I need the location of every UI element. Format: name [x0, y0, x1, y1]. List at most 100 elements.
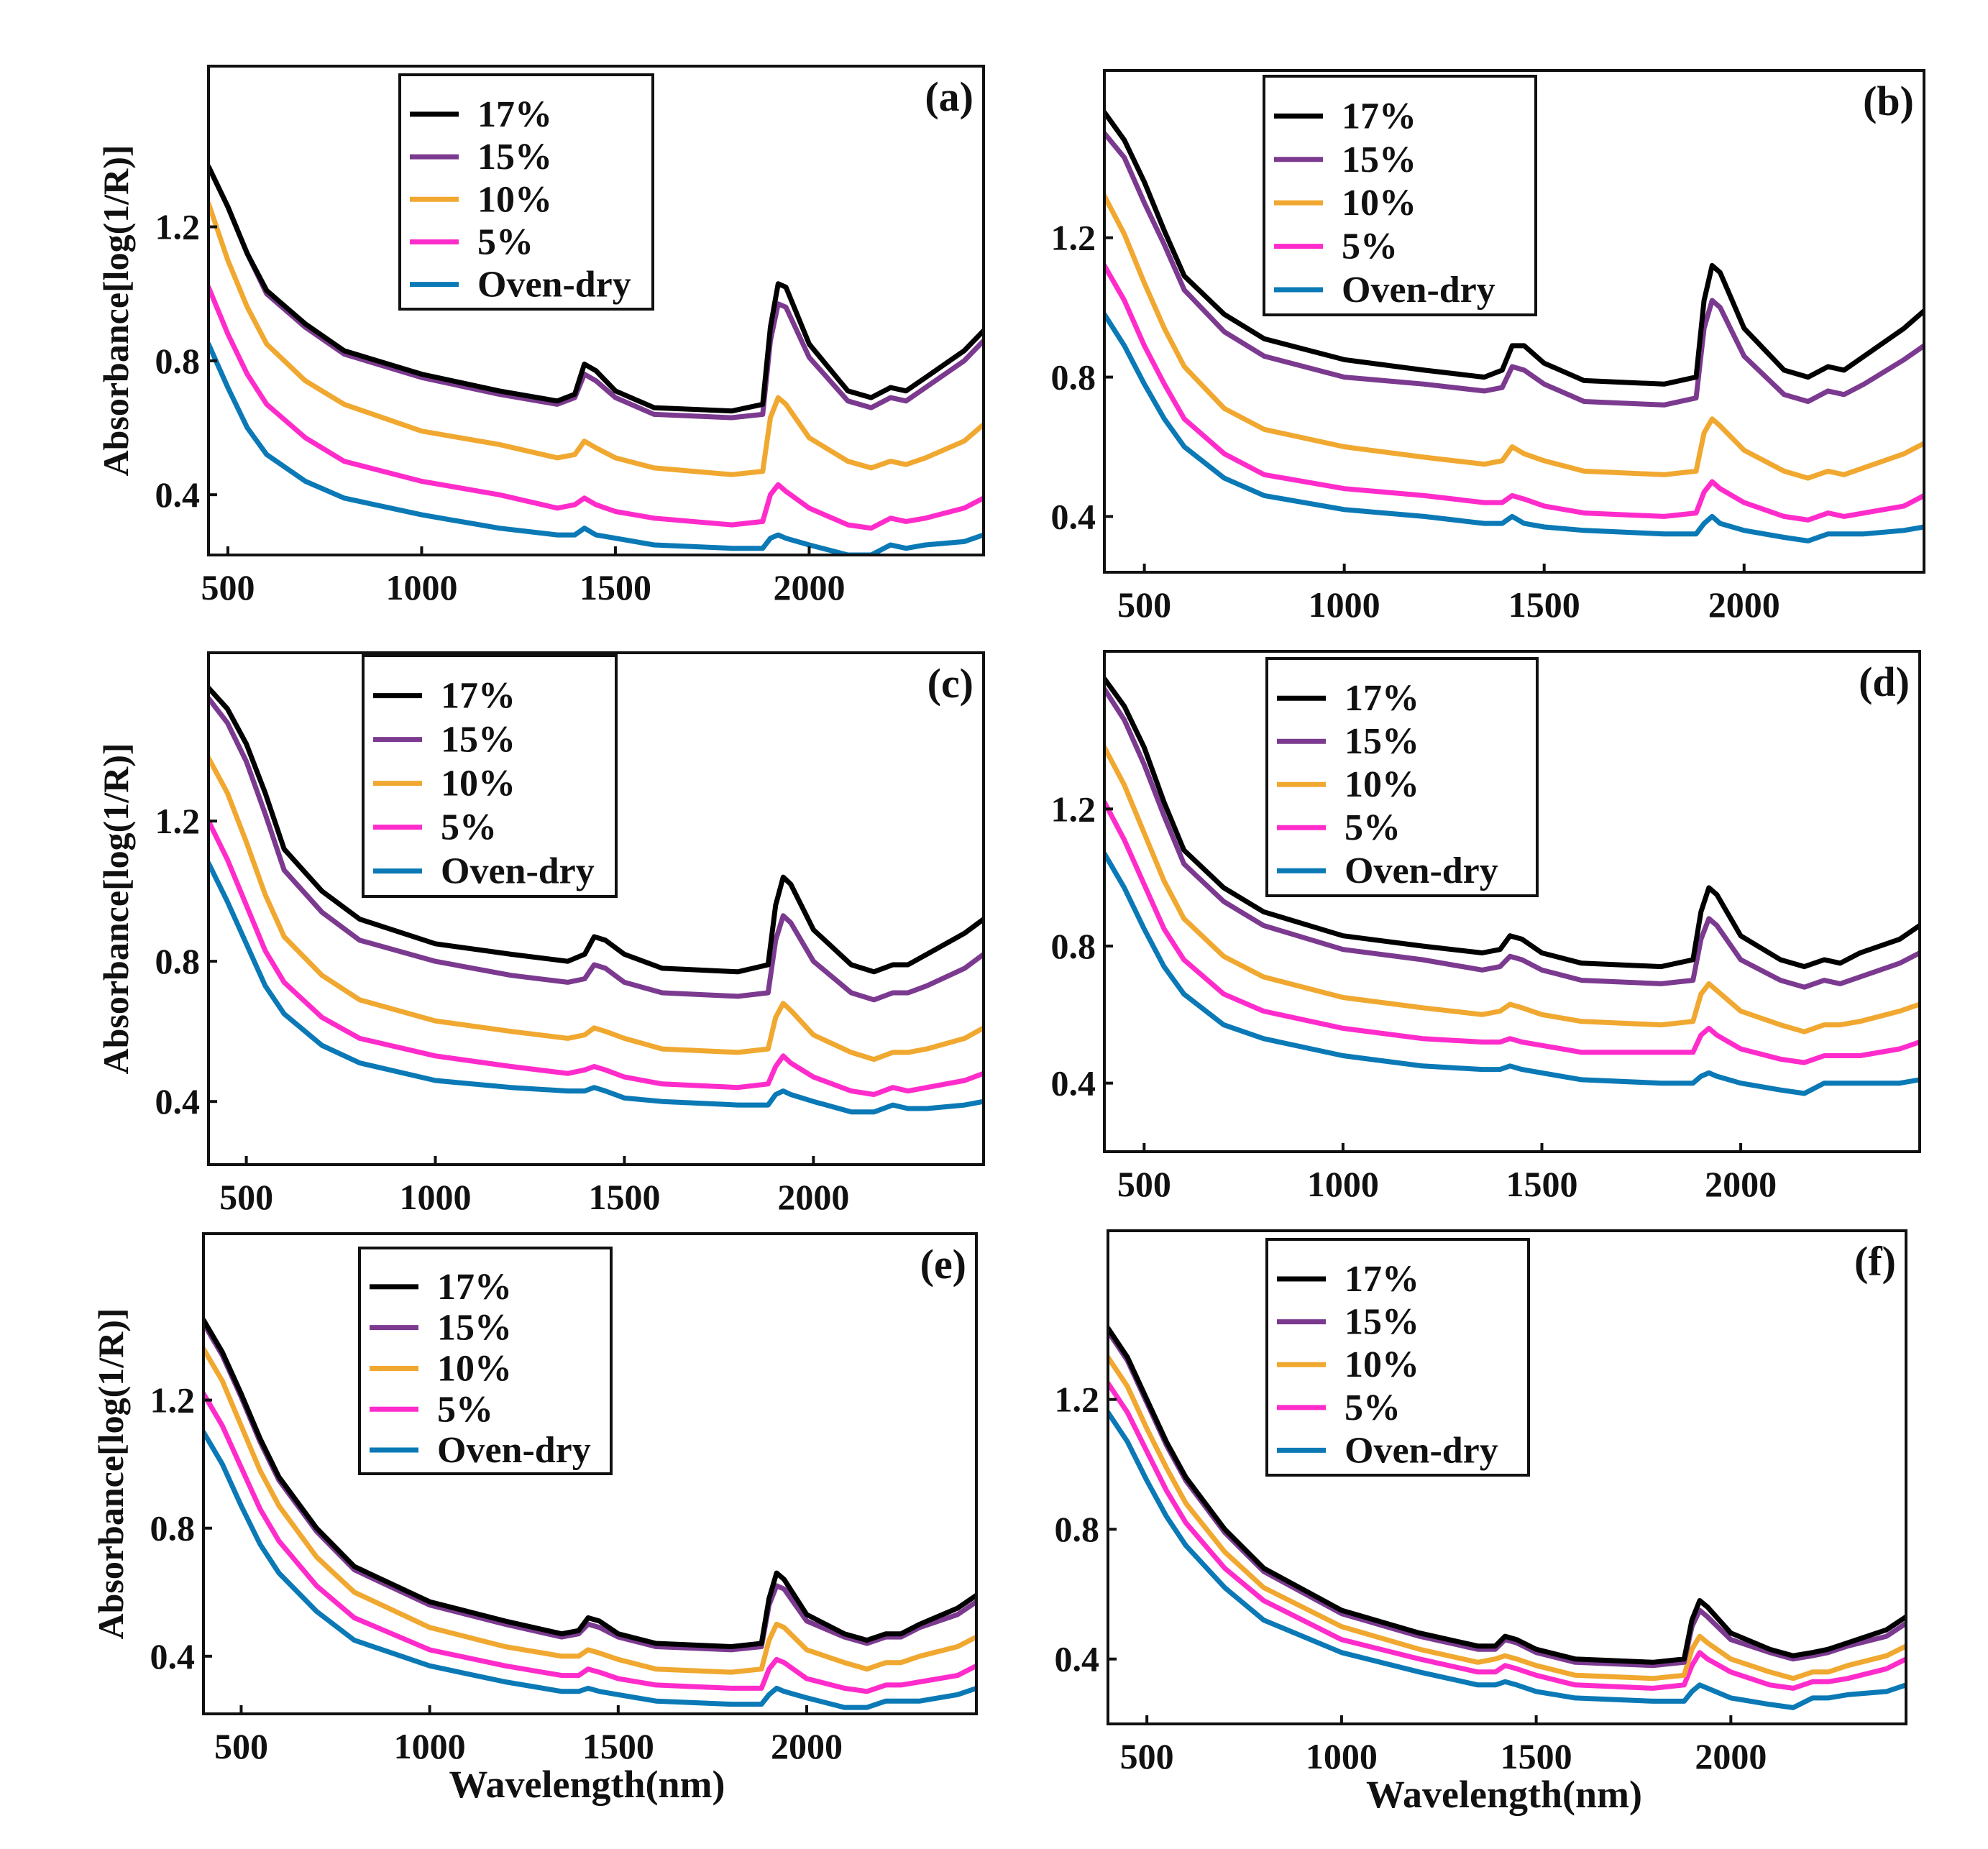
legend-label: 5% [437, 1389, 493, 1430]
legend: 17%15%10%5%Oven-dry [1265, 657, 1539, 897]
series-line-oven-dry [1104, 850, 1920, 1096]
x-tick-label: 1000 [394, 1726, 466, 1766]
series-line-15pct [209, 695, 984, 1003]
y-tick-label: 1.2 [155, 801, 201, 841]
legend-label: 15% [1345, 721, 1419, 762]
y-tick-label: 0.8 [1051, 357, 1096, 398]
x-tick-label: 1000 [1309, 584, 1380, 625]
legend-label: 15% [441, 720, 516, 761]
y-tick-label: 0.8 [1055, 1509, 1100, 1549]
legend-label: Oven-dry [441, 851, 595, 892]
legend-label: 5% [441, 807, 497, 848]
legend-label: 17% [1342, 96, 1416, 137]
series-line-5pct [203, 1391, 976, 1694]
legend-label: 10% [441, 763, 516, 804]
legend-label: 5% [1345, 1387, 1401, 1428]
panel-label: (d) [1859, 659, 1910, 705]
panel-label: (a) [925, 73, 974, 120]
chart-panel: 500 1000 1500 2000 0.4 0.8 1.2 (c) Absorbance[lo… [96, 651, 985, 1217]
series-group [209, 685, 984, 1115]
chart-panel: 500 1000 1500 2000 0.4 0.8 1.2 (f) Wavelength(nm… [1055, 1229, 1907, 1816]
legend-label: Oven-dry [477, 265, 631, 306]
x-tick-label: 2000 [777, 1177, 849, 1217]
series-line-oven-dry [203, 1429, 976, 1710]
y-tick-label: 1.2 [150, 1380, 196, 1421]
series-line-oven-dry [1108, 1410, 1906, 1710]
y-tick-label: 0.8 [155, 341, 201, 381]
chart-panel: 500 1000 1500 2000 0.4 0.8 1.2 (e) Absorbance[lo… [91, 1232, 978, 1806]
x-tick-label: 2000 [773, 567, 845, 607]
series-line-17pct [1104, 676, 1920, 970]
y-axis-label: Absorbance[log(1/R)] [96, 144, 136, 476]
x-tick-label: 500 [1117, 1164, 1171, 1204]
series-group [209, 163, 984, 555]
series-line-oven-dry [209, 861, 984, 1115]
legend-label: Oven-dry [1342, 270, 1495, 311]
legend-label: 17% [441, 676, 516, 717]
legend-label: 10% [1345, 1344, 1419, 1385]
legend-label: 17% [1345, 1259, 1419, 1300]
x-tick-label: 1000 [1307, 1164, 1379, 1204]
y-tick-label: 0.4 [155, 1081, 201, 1121]
x-tick-label: 2000 [1705, 1164, 1777, 1204]
x-axis-label: Wavelength(nm) [1366, 1773, 1642, 1816]
x-tick-label: 500 [214, 1726, 268, 1766]
legend: 17%15%10%5%Oven-dry [358, 1247, 613, 1475]
x-tick-label: 1000 [385, 567, 457, 607]
y-tick-label: 0.8 [1051, 926, 1096, 966]
legend: 17%15%10%5%Oven-dry [398, 73, 654, 311]
legend-label: 15% [1342, 139, 1416, 180]
legend-label: 15% [477, 137, 552, 178]
x-tick-label: 500 [201, 567, 255, 607]
x-tick-label: 2000 [771, 1726, 843, 1766]
legend-label: 10% [1342, 183, 1416, 224]
series-line-15pct [1104, 686, 1920, 990]
y-tick-label: 0.4 [150, 1636, 196, 1676]
legend-label: 15% [1345, 1302, 1419, 1343]
series-line-5pct [1104, 799, 1920, 1065]
series-group [1108, 1325, 1906, 1710]
legend-label: 10% [437, 1348, 512, 1389]
x-tick-label: 500 [1117, 584, 1171, 625]
legend: 17%15%10%5%Oven-dry [362, 654, 618, 898]
x-tick-label: 1000 [400, 1177, 472, 1217]
axes-frame [207, 651, 985, 1166]
x-tick-label: 1000 [1306, 1736, 1378, 1776]
legend: 17%15%10%5%Oven-dry [1265, 1238, 1530, 1477]
y-axis-label: Absorbance[log(1/R)] [91, 1308, 131, 1639]
legend-label: 17% [477, 94, 552, 135]
x-axis-label: Wavelength(nm) [449, 1763, 725, 1806]
series-line-oven-dry [209, 341, 984, 555]
series-line-10pct [1104, 745, 1920, 1034]
chart-panel: 500 1000 1500 2000 0.4 0.8 1.2 (a) Absorbance[lo… [96, 65, 985, 607]
axes-frame [207, 65, 985, 556]
series-line-5pct [209, 284, 984, 531]
y-tick-label: 1.2 [1055, 1380, 1100, 1420]
series-line-15pct [1104, 130, 1924, 408]
x-tick-label: 1500 [582, 1726, 654, 1766]
legend-label: 5% [1345, 807, 1401, 848]
x-tick-label: 1500 [1508, 584, 1580, 625]
axes-frame [1107, 1229, 1907, 1725]
legend-label: 10% [1345, 764, 1419, 805]
x-tick-label: 1500 [1506, 1164, 1577, 1204]
series-line-10pct [1108, 1354, 1906, 1681]
series-group [1104, 676, 1920, 1096]
series-line-17pct [209, 685, 984, 975]
legend-label: 5% [477, 221, 533, 262]
series-line-10pct [209, 200, 984, 477]
y-tick-label: 0.4 [155, 474, 201, 515]
x-tick-label: 1500 [580, 567, 651, 607]
chart-panel: 500 1000 1500 2000 0.4 0.8 1.2 (b) 17%15%10%5%Ov… [1051, 69, 1925, 625]
chart-panel: 500 1000 1500 2000 0.4 0.8 1.2 (d) 17%15%10%5%Ov… [1051, 650, 1921, 1204]
series-line-10pct [203, 1346, 976, 1675]
x-tick-label: 500 [1120, 1736, 1174, 1776]
series-line-5pct [1108, 1380, 1906, 1691]
panel-label: (c) [927, 660, 974, 707]
y-tick-label: 1.2 [155, 207, 201, 247]
y-tick-label: 0.4 [1055, 1639, 1100, 1679]
legend-label: 10% [477, 179, 552, 220]
y-tick-label: 0.8 [150, 1508, 196, 1549]
x-tick-label: 1500 [588, 1177, 660, 1217]
